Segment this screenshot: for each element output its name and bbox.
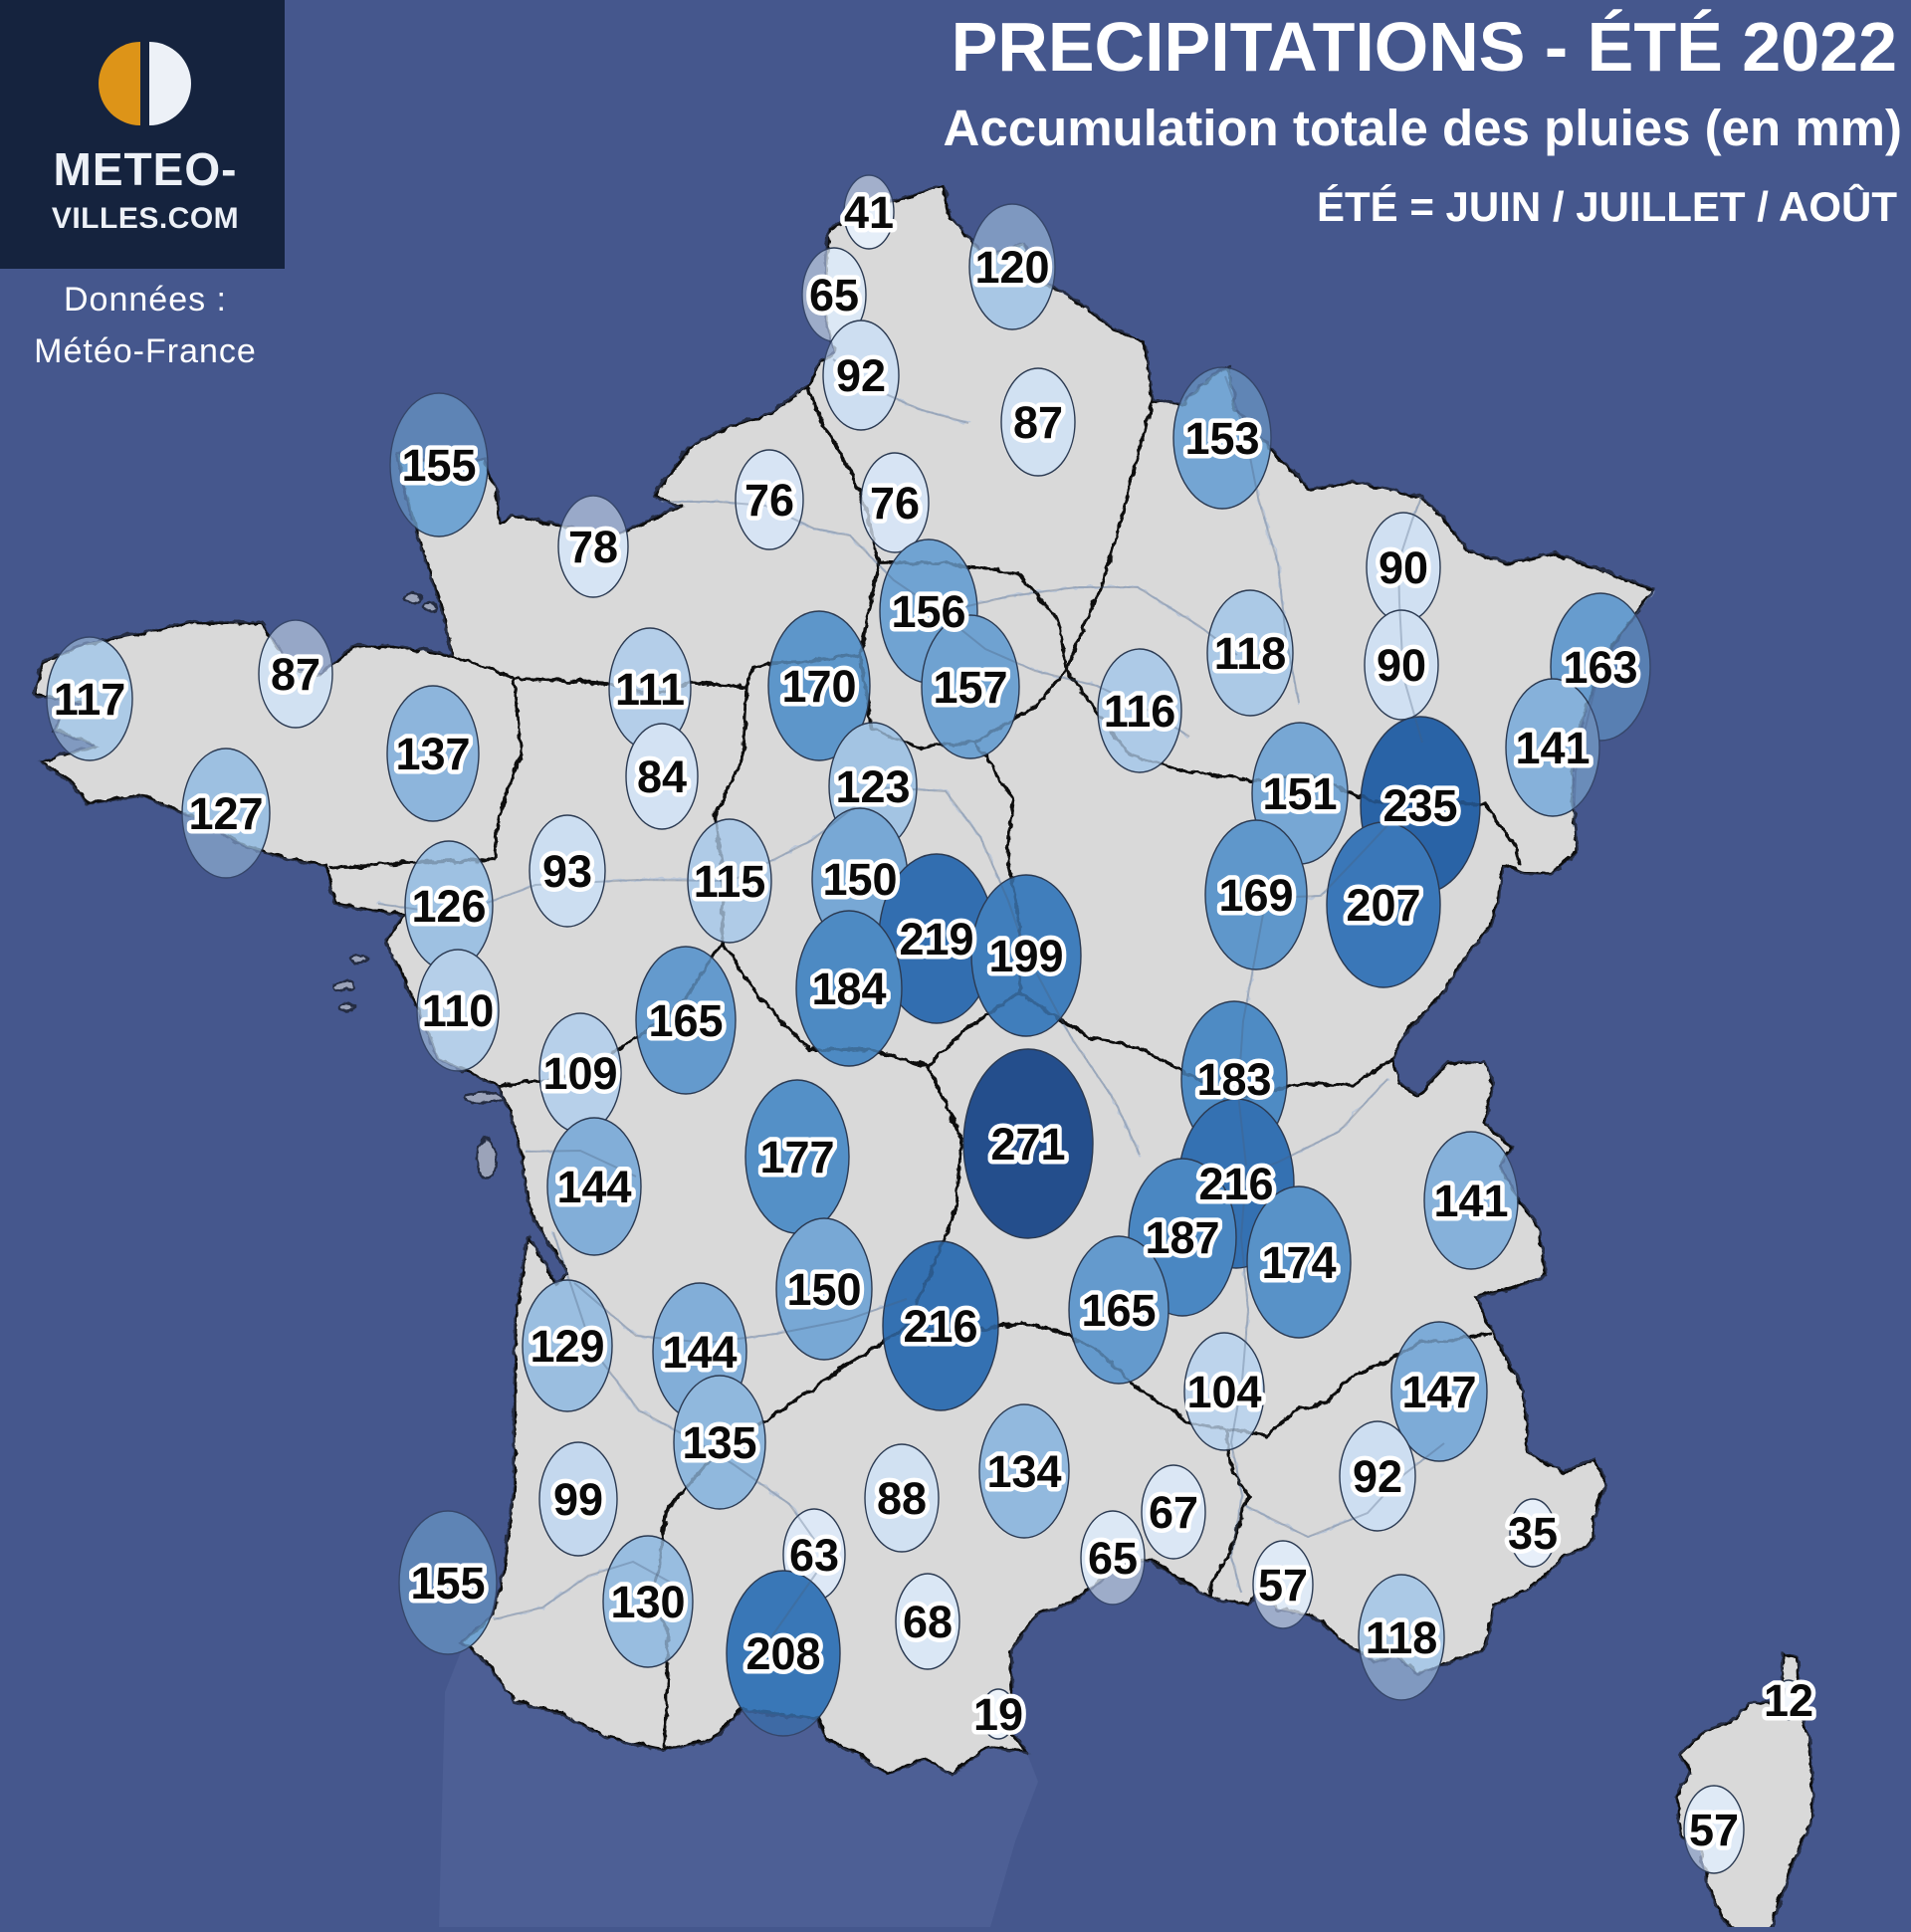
- svg-text:216: 216: [903, 1301, 977, 1352]
- svg-text:165: 165: [648, 995, 723, 1046]
- svg-text:Accumulation totale des pluies: Accumulation totale des pluies (en mm): [944, 100, 1903, 156]
- svg-text:118: 118: [1214, 628, 1287, 679]
- svg-text:235: 235: [1382, 780, 1457, 831]
- svg-text:207: 207: [1346, 880, 1420, 931]
- svg-text:78: 78: [568, 522, 618, 572]
- svg-text:110: 110: [422, 985, 495, 1036]
- svg-text:115: 115: [694, 856, 766, 907]
- svg-text:68: 68: [903, 1597, 953, 1647]
- svg-text:117: 117: [54, 674, 126, 725]
- svg-text:Météo-France: Météo-France: [34, 332, 257, 370]
- svg-text:170: 170: [781, 661, 856, 712]
- svg-text:137: 137: [395, 729, 470, 779]
- svg-text:134: 134: [986, 1446, 1061, 1497]
- svg-text:219: 219: [899, 914, 973, 965]
- svg-text:163: 163: [1563, 642, 1637, 693]
- svg-text:127: 127: [188, 788, 263, 839]
- svg-text:109: 109: [542, 1048, 617, 1099]
- svg-text:87: 87: [1013, 397, 1063, 448]
- svg-text:141: 141: [1515, 723, 1590, 773]
- svg-text:155: 155: [401, 440, 476, 491]
- svg-text:35: 35: [1508, 1508, 1558, 1559]
- svg-text:12: 12: [1764, 1675, 1813, 1726]
- svg-text:151: 151: [1262, 768, 1337, 819]
- svg-text:130: 130: [610, 1577, 685, 1627]
- svg-text:90: 90: [1377, 640, 1426, 691]
- svg-text:156: 156: [891, 586, 965, 637]
- svg-text:84: 84: [637, 751, 687, 802]
- svg-text:184: 184: [811, 964, 886, 1014]
- svg-text:126: 126: [411, 881, 486, 932]
- svg-text:87: 87: [271, 649, 320, 700]
- svg-text:65: 65: [1088, 1533, 1138, 1584]
- svg-text:57: 57: [1689, 1805, 1739, 1855]
- svg-text:57: 57: [1258, 1560, 1308, 1610]
- svg-text:141: 141: [1433, 1176, 1508, 1226]
- svg-text:67: 67: [1149, 1487, 1198, 1538]
- svg-text:177: 177: [759, 1132, 834, 1182]
- svg-text:99: 99: [553, 1474, 603, 1525]
- svg-text:183: 183: [1196, 1054, 1271, 1105]
- svg-text:165: 165: [1081, 1285, 1156, 1336]
- svg-text:144: 144: [662, 1327, 737, 1378]
- svg-text:76: 76: [744, 475, 794, 526]
- svg-text:111: 111: [615, 664, 685, 715]
- svg-text:104: 104: [1186, 1367, 1261, 1417]
- svg-text:88: 88: [877, 1473, 927, 1524]
- svg-text:216: 216: [1198, 1159, 1273, 1209]
- svg-text:169: 169: [1218, 870, 1293, 921]
- svg-text:155: 155: [410, 1558, 485, 1609]
- svg-text:144: 144: [556, 1162, 631, 1212]
- svg-text:157: 157: [933, 662, 1007, 713]
- svg-text:153: 153: [1184, 413, 1259, 464]
- svg-text:123: 123: [835, 761, 910, 812]
- svg-text:Données :: Données :: [64, 281, 227, 319]
- svg-text:19: 19: [973, 1689, 1023, 1740]
- svg-text:199: 199: [988, 931, 1063, 981]
- svg-text:120: 120: [974, 242, 1049, 293]
- svg-text:VILLES.COM: VILLES.COM: [52, 202, 239, 235]
- svg-text:METEO-: METEO-: [54, 143, 238, 195]
- svg-text:76: 76: [870, 478, 920, 529]
- svg-text:118: 118: [1366, 1612, 1438, 1663]
- svg-text:93: 93: [542, 846, 592, 897]
- svg-text:65: 65: [809, 270, 859, 321]
- svg-text:271: 271: [990, 1119, 1065, 1170]
- svg-text:174: 174: [1261, 1237, 1336, 1288]
- svg-text:41: 41: [844, 187, 894, 238]
- svg-text:90: 90: [1379, 542, 1428, 593]
- svg-text:208: 208: [745, 1628, 820, 1679]
- svg-text:92: 92: [1353, 1451, 1402, 1502]
- svg-text:129: 129: [530, 1321, 604, 1372]
- svg-text:PRECIPITATIONS - ÉTÉ 2022: PRECIPITATIONS - ÉTÉ 2022: [952, 8, 1897, 86]
- svg-text:ÉTÉ = JUIN / JUILLET / AOÛT: ÉTÉ = JUIN / JUILLET / AOÛT: [1317, 182, 1897, 230]
- svg-text:135: 135: [682, 1417, 756, 1468]
- svg-text:92: 92: [836, 350, 886, 401]
- svg-text:150: 150: [786, 1264, 861, 1315]
- svg-text:150: 150: [822, 854, 897, 905]
- svg-text:116: 116: [1104, 686, 1176, 737]
- svg-text:187: 187: [1145, 1212, 1219, 1263]
- svg-text:147: 147: [1401, 1367, 1476, 1417]
- svg-text:63: 63: [789, 1530, 839, 1581]
